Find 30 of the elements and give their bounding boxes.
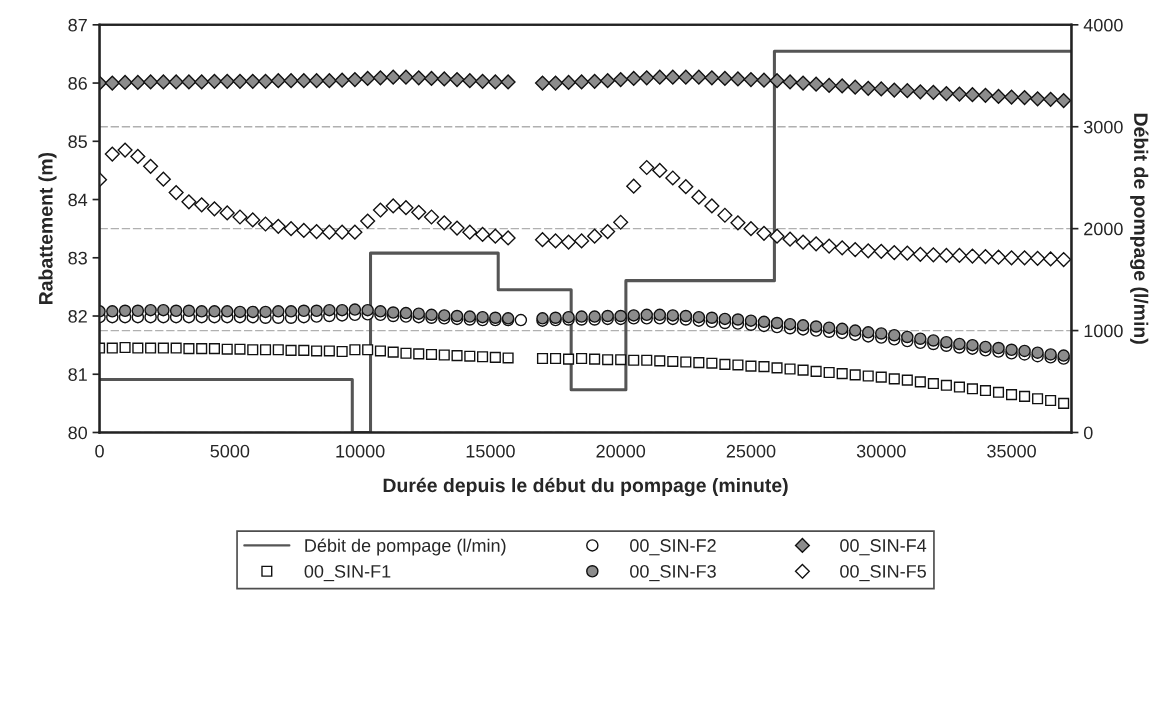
x-tick-label: 20000 [596, 444, 646, 458]
legend-label: 00_SIN-F3 [630, 564, 716, 582]
x-tick-label: 30000 [856, 444, 906, 458]
x-tick-label: 25000 [726, 444, 776, 458]
y2-tick-label: 0 [1083, 426, 1093, 440]
y-axis-title: Rabattement (m) [38, 152, 57, 305]
y-tick-label: 82 [68, 309, 87, 323]
y2-tick-label: 3000 [1083, 120, 1123, 134]
y-tick-label: 85 [68, 135, 87, 149]
x-axis-title: Durée depuis le début du pompage (minute) [383, 477, 788, 497]
y-tick-label: 87 [68, 18, 87, 32]
y2-tick-label: 4000 [1083, 18, 1123, 32]
legend-label: Débit de pompage (l/min) [305, 538, 506, 556]
x-tick-label: 0 [95, 444, 104, 458]
legend-label: 00_SIN-F1 [304, 564, 391, 582]
y-tick-label: 81 [68, 368, 87, 381]
x-tick-label: 35000 [987, 444, 1036, 458]
y-tick-label: 83 [68, 251, 87, 265]
x-tick-label: 15000 [466, 444, 515, 458]
x-tick-label: 10000 [336, 444, 385, 458]
y2-tick-label: 2000 [1084, 222, 1123, 236]
legend-label: 00_SIN-F2 [630, 539, 716, 556]
legend-label: 00_SIN-F4 [840, 539, 927, 556]
x-tick-label: 5000 [210, 444, 250, 458]
y2-tick-label: 1000 [1084, 324, 1123, 338]
y-tick-label: 84 [68, 193, 88, 207]
y-tick-label: 80 [68, 426, 88, 440]
y-tick-label: 86 [68, 76, 87, 90]
y2-axis-title: Débit de pompage (l/min) [1130, 113, 1149, 344]
legend-label: 00_SIN-F5 [840, 564, 926, 582]
